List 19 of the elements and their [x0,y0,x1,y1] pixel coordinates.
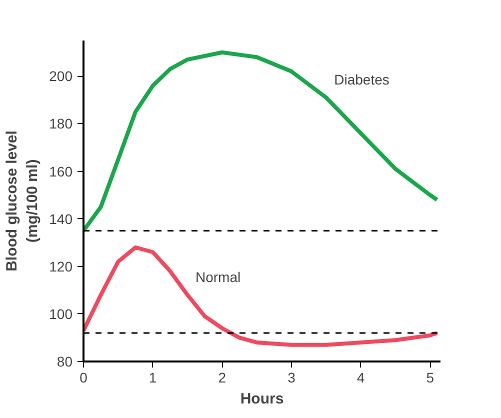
x-axis-title: Hours [240,390,284,408]
line-series [84,50,440,233]
y-tick-label: 160 [49,163,73,180]
series-label: Diabetes [334,72,390,88]
x-tick-label: 2 [218,370,226,386]
y-tick-label: 180 [49,116,73,132]
y-tick-label: 140 [49,210,73,227]
x-tick-label: 0 [80,370,88,386]
x-tick-label: 3 [288,370,296,386]
x-tick-label: 4 [356,370,365,386]
y-tick-label: 80 [56,354,73,370]
y-tick-label: 200 [49,68,73,84]
x-tick-label: 5 [426,370,434,386]
x-tick-label: 1 [148,370,157,386]
line-series [84,245,440,347]
y-axis-title: Blood glucose level (mg/100 ml) [4,130,42,272]
series-label: Normal [195,268,241,285]
y-tick-label: 120 [49,258,73,274]
y-tick-label: 100 [49,306,73,322]
